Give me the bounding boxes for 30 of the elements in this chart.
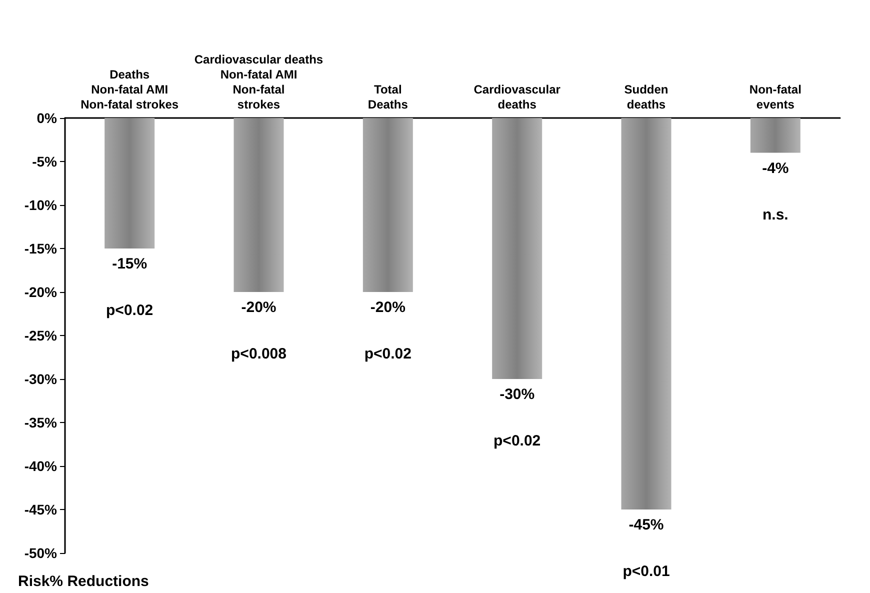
y-tick-label: -50%: [24, 545, 58, 561]
data-label: -45%: [628, 516, 664, 534]
data-label: -30%: [500, 386, 535, 403]
x-tick-label: Cardiovascular deaths Non-fatal AMI Non-fatal strokes: [194, 52, 324, 112]
data-label: -4%: [762, 160, 789, 177]
x-tick-label: Sudden deaths: [624, 82, 668, 112]
y-tick-label: -15%: [24, 240, 58, 256]
y-tick-label: -5%: [32, 154, 58, 170]
x-tick-label: Total Deaths: [368, 82, 408, 112]
x-tick-label: Cardiovascular deaths: [474, 82, 561, 112]
y-tick-label: -35%: [24, 414, 58, 430]
x-tick-label: Deaths Non-fatal AMI Non-fatal strokes: [80, 68, 179, 112]
y-tick-label: -40%: [24, 458, 58, 474]
text: p<0.01: [622, 563, 670, 580]
y-tick-label: 0%: [36, 110, 58, 126]
data-label: -20%: [241, 299, 276, 316]
y-tick-label: -20%: [24, 284, 58, 300]
y-tick-label: -25%: [24, 328, 58, 344]
data-label: -15%: [112, 256, 148, 272]
annotation: p<0.02: [494, 432, 541, 450]
annotation: n.s.: [762, 206, 788, 224]
annotation: p<0.02: [364, 346, 412, 362]
annotation: p<0.008: [231, 346, 286, 362]
y-axis-title: Risk% Reductions: [18, 573, 149, 590]
x-tick-label: Non-fatal events: [749, 82, 802, 112]
y-tick-label: -45%: [24, 502, 58, 518]
annotation: p<0.02: [106, 302, 154, 319]
data-label: -20%: [370, 299, 406, 316]
y-tick-label: -10%: [24, 197, 58, 213]
y-tick-label: -30%: [24, 371, 58, 387]
